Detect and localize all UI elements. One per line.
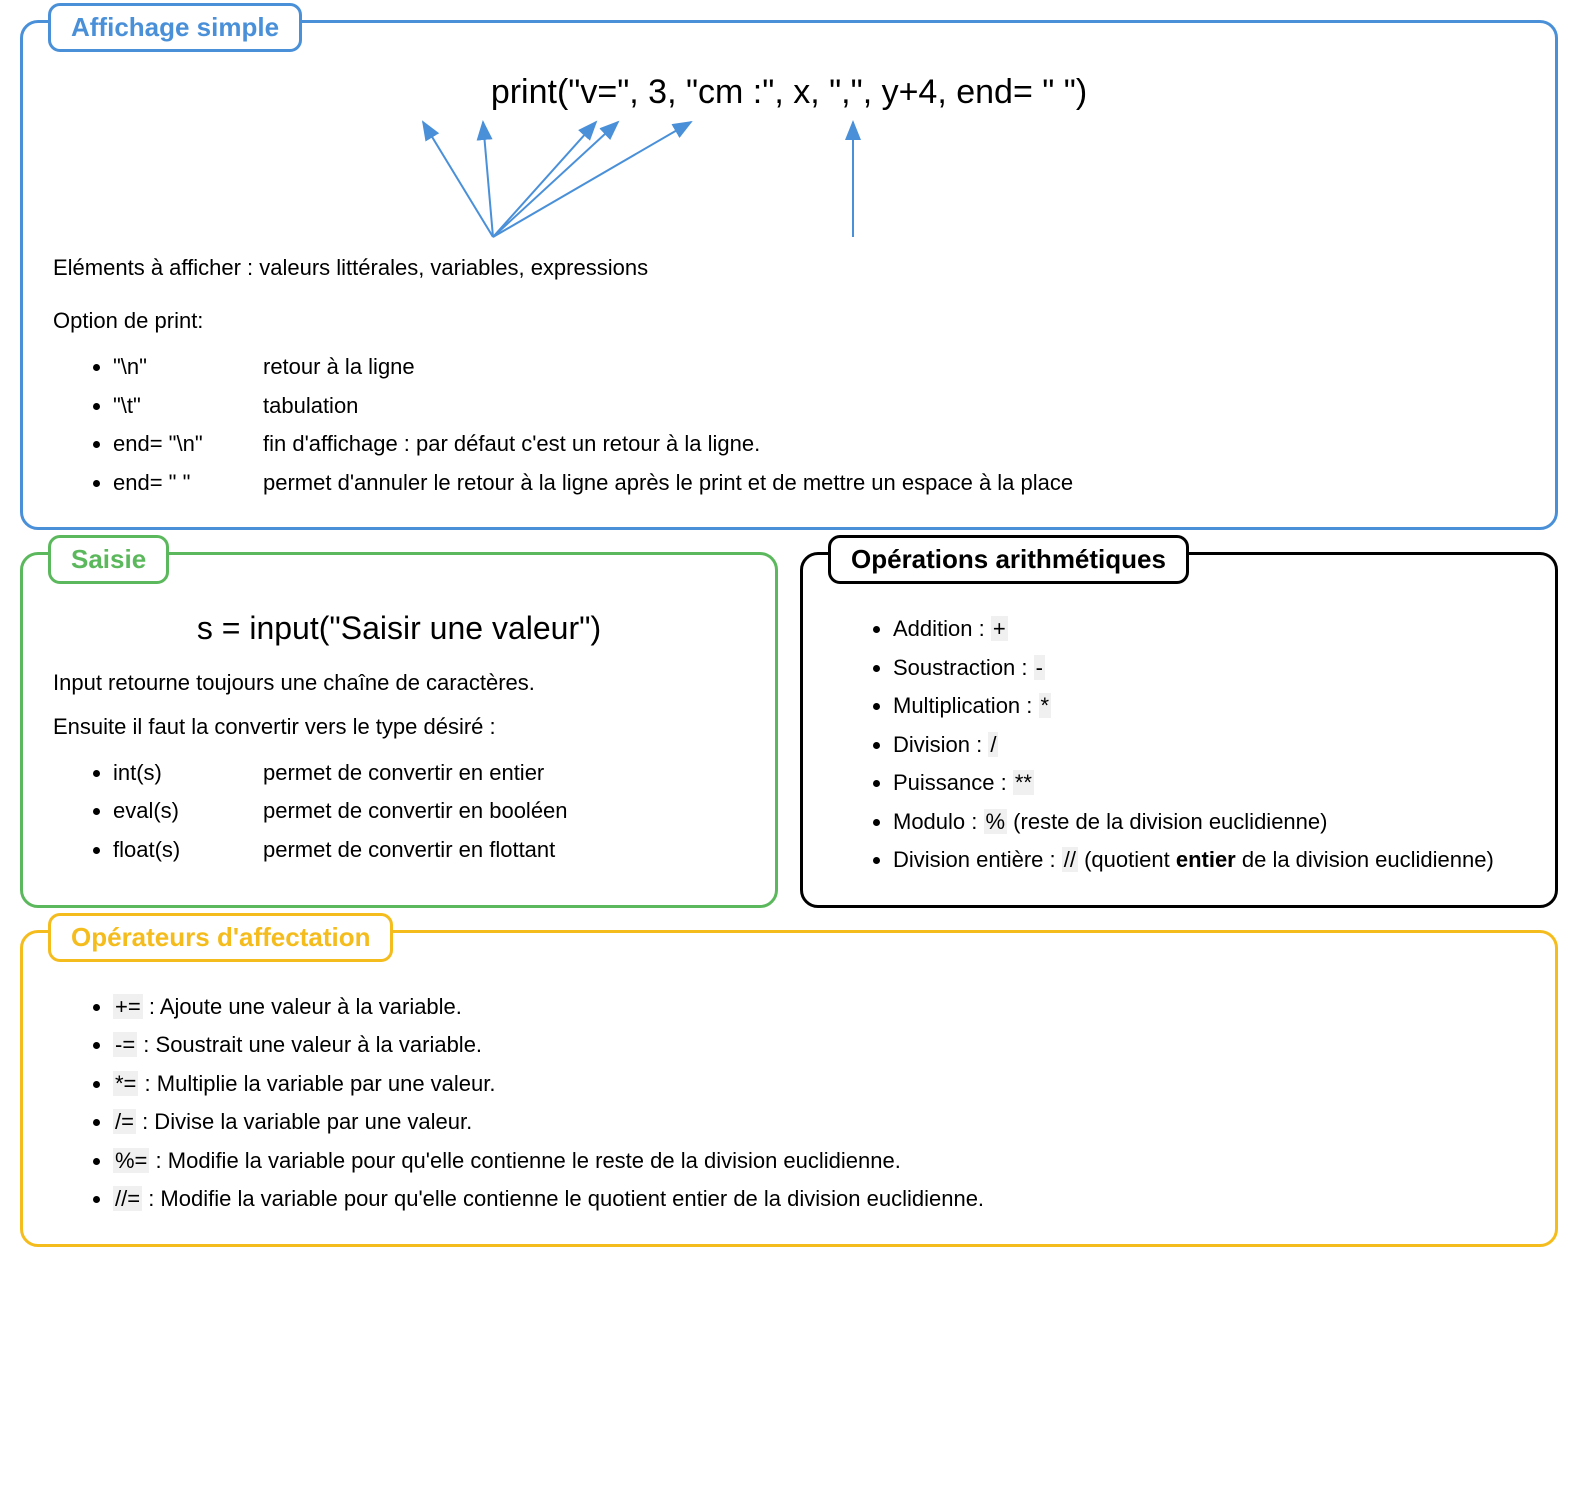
affect-item: += : Ajoute une valeur à la variable. — [113, 988, 1525, 1027]
card-title-affect: Opérateurs d'affectation — [48, 913, 393, 962]
arith-operator: * — [1039, 693, 1052, 718]
affect-item: -= : Soustrait une valeur à la variable. — [113, 1026, 1525, 1065]
option-value: retour à la ligne — [263, 354, 415, 379]
arith-item: Modulo : % (reste de la division euclidi… — [893, 803, 1525, 842]
conversion-key: float(s) — [113, 831, 263, 870]
saisie-desc2: Ensuite il faut la convertir vers le typ… — [53, 709, 745, 744]
option-key: end= " " — [113, 464, 263, 503]
arith-item: Division : / — [893, 726, 1525, 765]
conversion-key: eval(s) — [113, 792, 263, 831]
input-code-line: s = input("Saisir une valeur") — [53, 610, 745, 647]
print-options-list: "\n"retour à la ligne"\t"tabulationend= … — [53, 348, 1525, 502]
print-option-item: "\t"tabulation — [113, 387, 1525, 426]
arith-item: Division entière : // (quotient entier d… — [893, 841, 1525, 880]
conversion-list: int(s)permet de convertir en entiereval(… — [53, 754, 745, 870]
card-saisie: Saisie s = input("Saisir une valeur") In… — [20, 552, 778, 908]
print-code-line: print("v=", 3, "cm :", x, ",", y+4, end=… — [53, 73, 1525, 112]
print-option-item: end= " "permet d'annuler le retour à la … — [113, 464, 1525, 503]
option-value: fin d'affichage : par défaut c'est un re… — [263, 431, 760, 456]
affect-list: += : Ajoute une valeur à la variable.-= … — [53, 988, 1525, 1219]
arith-item: Puissance : ** — [893, 764, 1525, 803]
arrows-svg — [53, 122, 1525, 242]
option-header: Option de print: — [53, 303, 1525, 338]
affect-item: //= : Modifie la variable pour qu'elle c… — [113, 1180, 1525, 1219]
conversion-item: float(s)permet de convertir en flottant — [113, 831, 745, 870]
arith-label: Multiplication : — [893, 693, 1039, 718]
arith-operator: % — [984, 809, 1008, 834]
option-key: end= "\n" — [113, 425, 263, 464]
affect-operator: /= — [113, 1109, 136, 1134]
conversion-item: eval(s)permet de convertir en booléen — [113, 792, 745, 831]
card-title-saisie: Saisie — [48, 535, 169, 584]
card-title-arith: Opérations arithmétiques — [828, 535, 1189, 584]
card-affect: Opérateurs d'affectation += : Ajoute une… — [20, 930, 1558, 1247]
option-key: "\t" — [113, 387, 263, 426]
option-key: "\n" — [113, 348, 263, 387]
affect-operator: -= — [113, 1032, 137, 1057]
arith-item: Soustraction : - — [893, 649, 1525, 688]
affect-desc: : Modifie la variable pour qu'elle conti… — [142, 1186, 984, 1211]
option-value: tabulation — [263, 393, 358, 418]
arith-suffix: (quotient entier de la division euclidie… — [1078, 847, 1494, 872]
conversion-value: permet de convertir en booléen — [263, 798, 568, 823]
affect-operator: %= — [113, 1148, 149, 1173]
affect-operator: //= — [113, 1186, 142, 1211]
arith-suffix: (reste de la division euclidienne) — [1007, 809, 1327, 834]
affect-item: %= : Modifie la variable pour qu'elle co… — [113, 1142, 1525, 1181]
affect-desc: : Ajoute une valeur à la variable. — [143, 994, 462, 1019]
saisie-desc1: Input retourne toujours une chaîne de ca… — [53, 665, 745, 700]
arith-operator: + — [991, 616, 1008, 641]
arrow-diagram — [53, 122, 1525, 242]
arith-label: Modulo : — [893, 809, 984, 834]
conversion-item: int(s)permet de convertir en entier — [113, 754, 745, 793]
affect-desc: : Multiplie la variable par une valeur. — [138, 1071, 495, 1096]
affect-item: /= : Divise la variable par une valeur. — [113, 1103, 1525, 1142]
affect-operator: *= — [113, 1071, 138, 1096]
arith-label: Division entière : — [893, 847, 1062, 872]
arith-label: Soustraction : — [893, 655, 1034, 680]
conversion-value: permet de convertir en flottant — [263, 837, 555, 862]
card-affichage: Affichage simple print("v=", 3, "cm :", … — [20, 20, 1558, 530]
arith-label: Addition : — [893, 616, 991, 641]
affichage-caption: Eléments à afficher : valeurs littérales… — [53, 250, 1525, 285]
card-title-affichage: Affichage simple — [48, 3, 302, 52]
arith-operator: // — [1062, 847, 1078, 872]
arith-item: Addition : + — [893, 610, 1525, 649]
affect-item: *= : Multiplie la variable par une valeu… — [113, 1065, 1525, 1104]
conversion-key: int(s) — [113, 754, 263, 793]
option-value: permet d'annuler le retour à la ligne ap… — [263, 470, 1073, 495]
arith-list: Addition : +Soustraction : -Multiplicati… — [833, 610, 1525, 880]
arith-operator: / — [988, 732, 998, 757]
arith-label: Puissance : — [893, 770, 1013, 795]
arith-item: Multiplication : * — [893, 687, 1525, 726]
arith-operator: - — [1034, 655, 1045, 680]
affect-desc: : Modifie la variable pour qu'elle conti… — [149, 1148, 900, 1173]
print-option-item: end= "\n"fin d'affichage : par défaut c'… — [113, 425, 1525, 464]
conversion-value: permet de convertir en entier — [263, 760, 544, 785]
affect-desc: : Divise la variable par une valeur. — [136, 1109, 472, 1134]
arith-operator: ** — [1013, 770, 1034, 795]
print-option-item: "\n"retour à la ligne — [113, 348, 1525, 387]
arith-label: Division : — [893, 732, 988, 757]
card-arith: Opérations arithmétiques Addition : +Sou… — [800, 552, 1558, 908]
affect-operator: += — [113, 994, 143, 1019]
affect-desc: : Soustrait une valeur à la variable. — [137, 1032, 482, 1057]
